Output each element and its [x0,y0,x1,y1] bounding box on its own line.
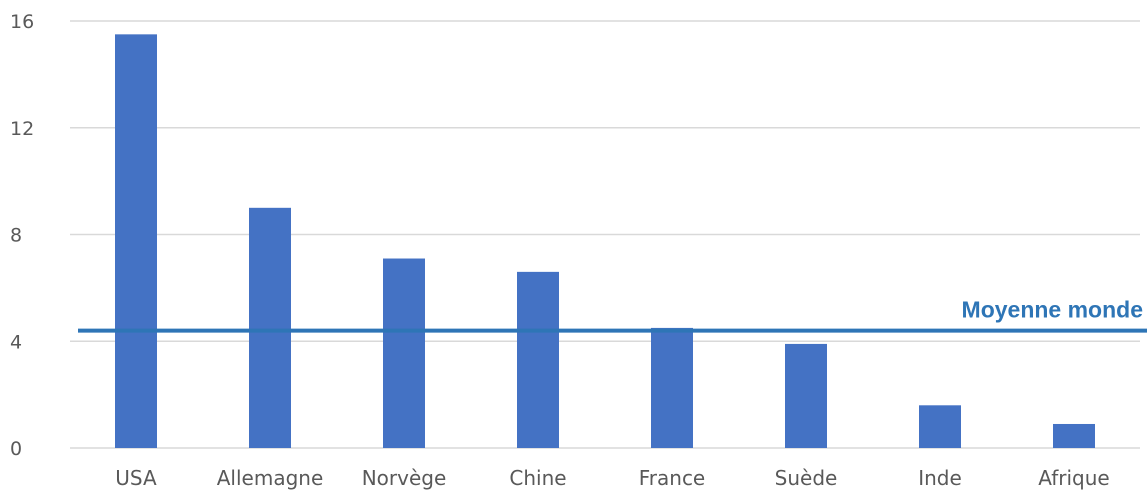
bars [115,34,1095,448]
y-tick-label: 12 [10,118,34,140]
x-category-label: USA [115,466,157,490]
bar-allemagne [249,207,291,448]
bar-france [651,327,693,448]
bar-usa [115,34,157,448]
bar-inde [919,405,961,448]
x-category-label: Suède [775,466,838,490]
world-average-label: Moyenne monde [962,297,1143,323]
bar-chine [517,271,559,448]
bar-afrique [1053,423,1095,448]
y-axis-tick-labels: 0 4 8 12 16 [10,11,34,460]
y-tick-label: 4 [10,331,22,353]
x-category-label: Inde [918,466,962,490]
reference-line-group: Moyenne monde [78,297,1147,333]
x-category-label: Afrique [1038,466,1109,490]
bar-norvège [383,258,425,448]
x-axis-category-labels: USA Allemagne Norvège Chine France Suède Inde A… [115,466,1109,490]
y-tick-label: 8 [10,225,22,247]
y-tick-label: 16 [10,11,34,33]
x-category-label: Norvège [362,466,447,490]
x-category-label: Allemagne [217,466,324,490]
bar-suède [785,343,827,448]
gridlines [70,20,1140,449]
x-category-label: France [639,466,706,490]
y-tick-label: 0 [10,438,22,460]
x-category-label: Chine [509,466,566,490]
